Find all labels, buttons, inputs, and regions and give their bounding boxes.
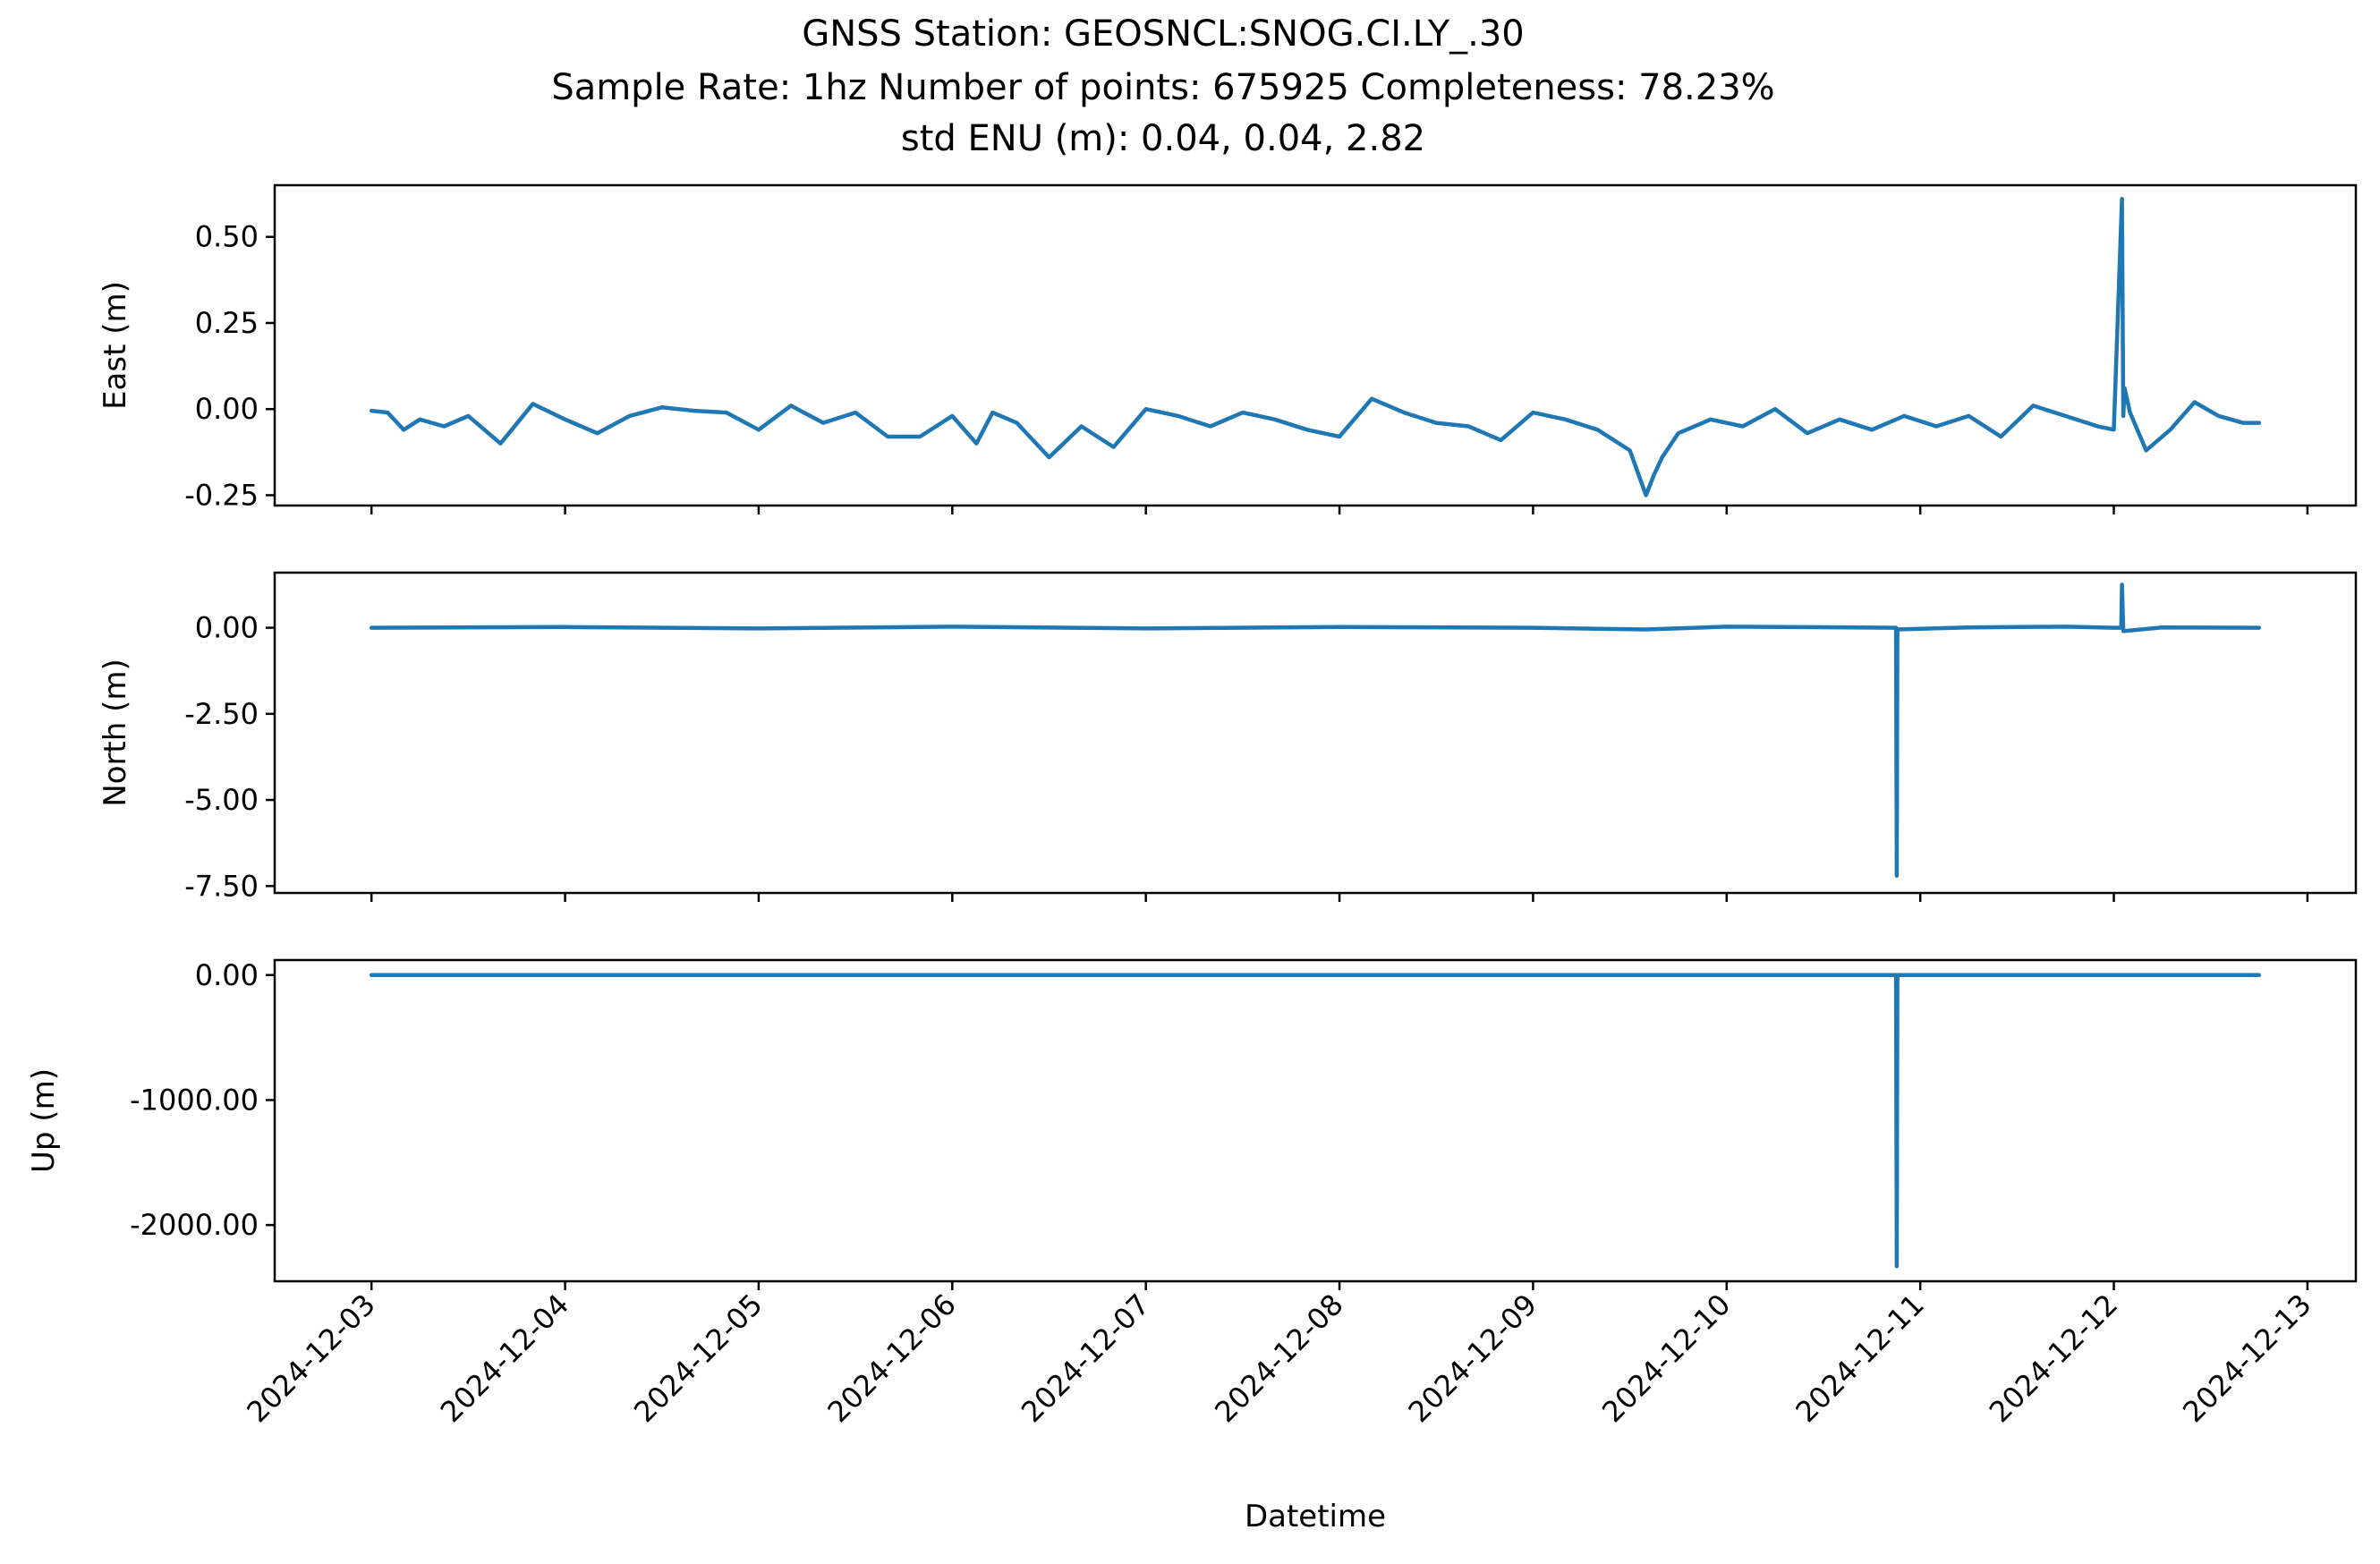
y-tick-label: 0.00 [195, 958, 259, 992]
panel-3: 0.00 -1000.00 -2000.00 Up (m) [26, 958, 2358, 1290]
series-line-2 [369, 582, 2262, 879]
x-tick-label: 2024-12-03 [240, 1288, 381, 1429]
y-axis-label: Up (m) [26, 1068, 62, 1173]
panel-frame [273, 183, 2358, 507]
x-tick-label: 2024-12-09 [1402, 1288, 1543, 1429]
y-tick-label: -0.25 [184, 478, 259, 512]
series-line-3 [369, 973, 2262, 1269]
y-axis-label: North (m) [98, 659, 133, 807]
chart-title-line-1: GNSS Station: GEOSNCL:SNOG.CI.LY_.30 [802, 13, 1525, 55]
y-tick-label: -7.50 [184, 869, 259, 903]
chart-title-line-2: Sample Rate: 1hz Number of points: 67592… [551, 67, 1774, 108]
panel-2: 0.00 -2.50 -5.00 -7.50 North (m) [98, 571, 2358, 903]
x-tick-label: 2024-12-13 [2176, 1288, 2317, 1429]
y-tick-label: 0.25 [195, 306, 259, 340]
x-tick-label: 2024-12-05 [627, 1288, 769, 1429]
x-tick-label: 2024-12-11 [1789, 1288, 1930, 1429]
series-line-1 [369, 197, 2262, 497]
x-tick-label: 2024-12-10 [1595, 1288, 1737, 1429]
y-tick-label: 0.00 [195, 611, 259, 645]
y-tick-label: -2.50 [184, 697, 259, 731]
x-tick-label: 2024-12-08 [1208, 1288, 1349, 1429]
x-tick-label: 2024-12-06 [821, 1288, 963, 1429]
x-axis: 2024-12-03 2024-12-04 2024-12-05 2024-12-06… [240, 1288, 2317, 1429]
x-axis-label: Datetime [1245, 1499, 1386, 1534]
panel-frame [273, 571, 2358, 895]
x-tick-label: 2024-12-12 [1983, 1288, 2124, 1429]
y-axis-label: East (m) [98, 281, 133, 410]
y-tick-label: -2000.00 [130, 1208, 259, 1242]
y-tick-label: -5.00 [184, 783, 259, 817]
chart-title-line-3: std ENU (m): 0.04, 0.04, 2.82 [901, 118, 1425, 159]
y-tick-label: 0.50 [195, 220, 259, 254]
x-tick-label: 2024-12-07 [1015, 1288, 1156, 1429]
x-tick-label: 2024-12-04 [434, 1288, 575, 1429]
panels-group: 0.50 0.25 0.00 -0.25 East (m) 0.00 -2.50 -5.00 -… [26, 183, 2358, 1290]
y-tick-label: -1000.00 [130, 1083, 259, 1117]
panel-frame [273, 958, 2358, 1283]
panel-1: 0.50 0.25 0.00 -0.25 East (m) [98, 183, 2358, 514]
y-tick-label: 0.00 [195, 392, 259, 426]
